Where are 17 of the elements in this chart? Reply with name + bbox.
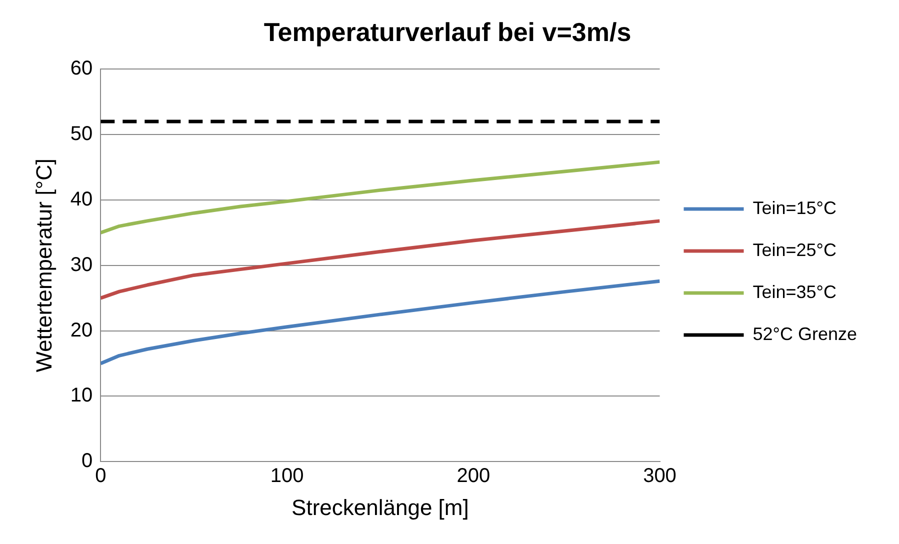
y-tick-label: 60 xyxy=(70,58,93,80)
y-tick-label: 40 xyxy=(70,188,93,211)
legend-label: Tein=25°C xyxy=(752,240,837,260)
x-axis-title: Streckenlänge [m] xyxy=(292,494,469,520)
x-tick-label: 200 xyxy=(456,465,490,488)
legend-label: Tein=15°C xyxy=(752,198,837,218)
x-tick-label: 100 xyxy=(270,465,304,488)
y-tick-label: 20 xyxy=(70,319,93,342)
x-tick-label: 300 xyxy=(643,465,676,488)
chart-title: Temperaturverlauf bei v=3m/s xyxy=(264,16,632,47)
y-tick-label: 50 xyxy=(70,123,93,146)
legend-label: Tein=35°C xyxy=(752,282,837,302)
y-tick-label: 10 xyxy=(70,384,93,407)
y-axis-title: Wettertemperatur [°C] xyxy=(31,158,56,372)
y-tick-label: 30 xyxy=(70,254,93,276)
y-tick-label: 0 xyxy=(82,450,93,472)
legend-label: 52°C Grenze xyxy=(752,324,858,344)
